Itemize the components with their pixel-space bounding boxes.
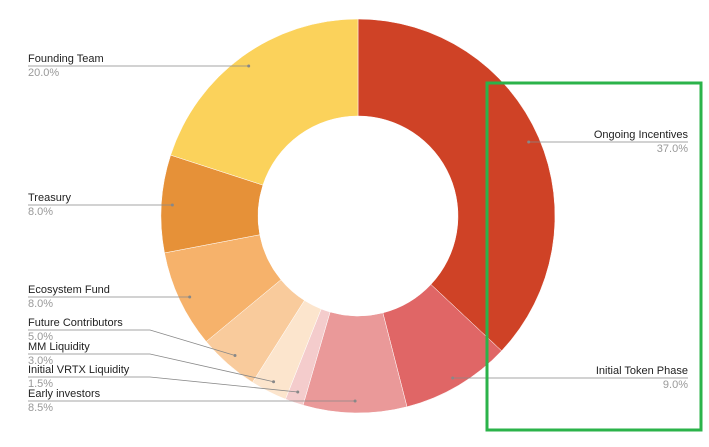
leader-dot: [233, 354, 237, 358]
labels: Ongoing Incentives 37.0% Initial Token Pha…: [28, 53, 688, 414]
slice-value-label: 3.0%: [28, 355, 53, 367]
highlight-box: [485, 81, 703, 432]
slice-value-label: 1.5%: [28, 378, 53, 390]
slice-label: Founding Team: [28, 53, 104, 65]
slice-label: MM Liquidity: [28, 341, 90, 353]
slice-value-label: 8.0%: [28, 206, 53, 218]
slice-value-label: 5.0%: [28, 331, 53, 343]
slice-value-label: 8.0%: [28, 298, 53, 310]
leader-line: [28, 376, 298, 393]
leader-line: [28, 353, 274, 383]
slice-value-label: 37.0%: [657, 143, 688, 155]
donut: [160, 18, 556, 414]
leader-dot: [451, 376, 455, 380]
leader-dot: [247, 64, 251, 68]
leader-dot: [272, 380, 276, 384]
slice-label: Early investors: [28, 388, 101, 400]
slice-label: Initial VRTX Liquidity: [28, 364, 130, 376]
slice: [170, 18, 359, 186]
leader-dot: [527, 140, 531, 144]
leader-dot: [188, 295, 192, 299]
leader-dot: [296, 390, 300, 394]
slice-label: Treasury: [28, 192, 71, 204]
slice-value-label: 9.0%: [663, 379, 688, 391]
slice-label: Ecosystem Fund: [28, 284, 110, 296]
slice: [357, 18, 556, 352]
leader-dot: [170, 203, 174, 207]
slice-value-label: 20.0%: [28, 67, 59, 79]
slice-label: Initial Token Phase: [596, 365, 688, 377]
slice-value-label: 8.5%: [28, 402, 53, 414]
slice-label: Ongoing Incentives: [594, 129, 689, 141]
slice-label: Future Contributors: [28, 317, 123, 329]
leader-line: [28, 329, 236, 356]
leader-dot: [353, 399, 357, 403]
